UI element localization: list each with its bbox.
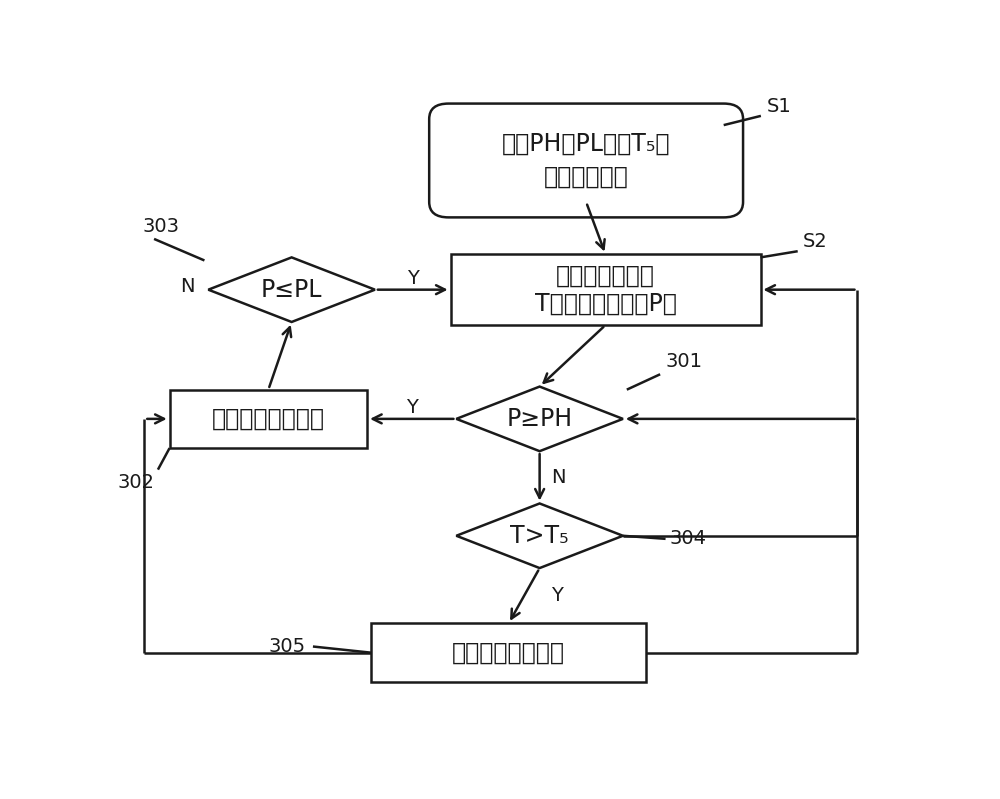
FancyBboxPatch shape — [429, 104, 743, 217]
Text: 压差一次循环清灰: 压差一次循环清灰 — [212, 407, 325, 431]
Bar — [170, 390, 367, 448]
Text: Y: Y — [406, 399, 418, 417]
Bar — [371, 623, 646, 682]
Text: S2: S2 — [803, 233, 828, 251]
Polygon shape — [208, 257, 375, 322]
Text: P≥PH: P≥PH — [507, 407, 573, 431]
Bar — [450, 254, 761, 325]
Text: 时序一次循环清灰: 时序一次循环清灰 — [452, 641, 565, 665]
Text: N: N — [180, 277, 194, 296]
Polygon shape — [456, 503, 623, 568]
Text: 301: 301 — [666, 352, 703, 372]
Text: 304: 304 — [669, 530, 706, 548]
Text: T>T₅: T>T₅ — [510, 524, 569, 548]
Text: Y: Y — [551, 586, 563, 606]
Text: Y: Y — [407, 269, 419, 288]
Text: N: N — [551, 468, 566, 487]
Text: 循环等待除尘，
T开始计时，检测P值: 循环等待除尘， T开始计时，检测P值 — [535, 264, 676, 316]
Text: 302: 302 — [117, 473, 154, 491]
Text: 设定PH、PL以及T₅，
控制系统启动: 设定PH、PL以及T₅， 控制系统启动 — [502, 132, 670, 189]
Text: S1: S1 — [766, 97, 791, 116]
Text: P≤PL: P≤PL — [261, 278, 322, 302]
Text: 303: 303 — [142, 217, 179, 236]
Text: 305: 305 — [268, 637, 305, 656]
Polygon shape — [456, 387, 623, 451]
